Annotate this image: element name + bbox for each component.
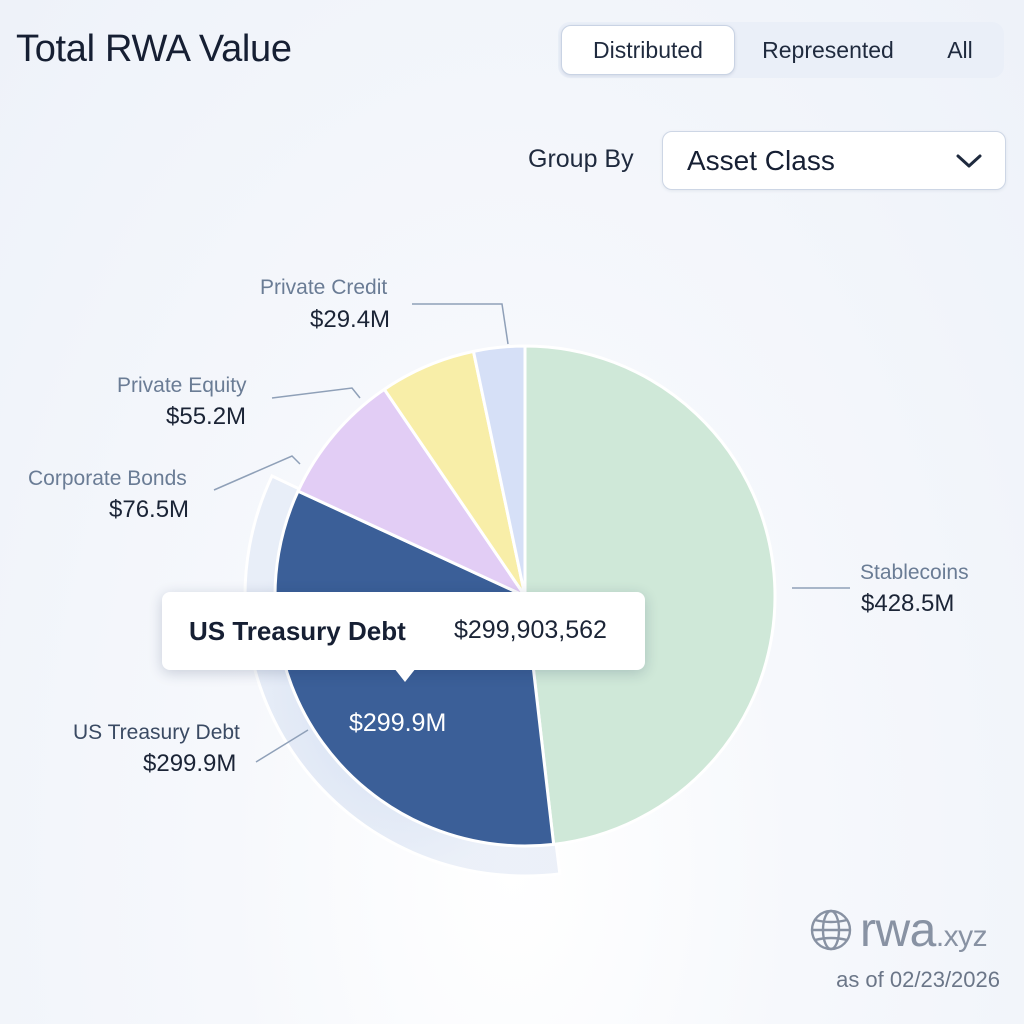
leader-private-equity [271, 387, 361, 399]
tooltip-value: $299,903,562 [454, 616, 607, 644]
brand-suffix: .xyz [935, 919, 988, 953]
leader-us-treasury [255, 729, 309, 763]
globe-icon [810, 909, 852, 951]
label-stablecoins-name: Stablecoins [860, 561, 969, 584]
tab-distributed[interactable]: Distributed [561, 25, 735, 75]
slice-corporate-bonds[interactable] [296, 387, 527, 598]
tab-represented[interactable]: Represented [762, 36, 894, 63]
chevron-down-icon [956, 154, 982, 168]
label-us-treasury-value: $299.9M [143, 750, 237, 777]
label-private-equity-value: $55.2M [166, 403, 247, 430]
label-private-credit-value: $29.4M [310, 306, 391, 333]
slice-stablecoins[interactable] [523, 344, 777, 846]
tooltip-name: US Treasury Debt [189, 616, 406, 646]
label-private-equity-name: Private Equity [117, 374, 247, 397]
label-corporate-bonds-value: $76.5M [109, 496, 190, 523]
label-private-credit-name: Private Credit [260, 276, 388, 299]
label-us-treasury-name: US Treasury Debt [73, 721, 240, 744]
view-toggle: Distributed Represented All [558, 22, 1004, 78]
tab-all[interactable]: All [947, 36, 973, 63]
slice-private-credit[interactable] [471, 344, 527, 598]
page-title: Total RWA Value [16, 28, 292, 70]
group-by-select[interactable]: Asset Class [662, 131, 1006, 190]
label-corporate-bonds-name: Corporate Bonds [28, 467, 187, 490]
leader-private-credit [412, 303, 509, 345]
brand-name: rwa [860, 903, 936, 957]
as-of-date: as of 02/23/2026 [836, 967, 1000, 992]
group-by-label: Group By [528, 145, 634, 173]
label-stablecoins-value: $428.5M [861, 590, 955, 617]
tooltip: US Treasury Debt $299,903,562 [162, 592, 645, 670]
group-by-value: Asset Class [687, 145, 835, 176]
tooltip-arrow [394, 668, 416, 682]
slice-inner-label: $299.9M [349, 709, 447, 737]
leader-corporate-bonds [213, 455, 301, 491]
brand-logo: rwa.xyz [808, 903, 988, 957]
